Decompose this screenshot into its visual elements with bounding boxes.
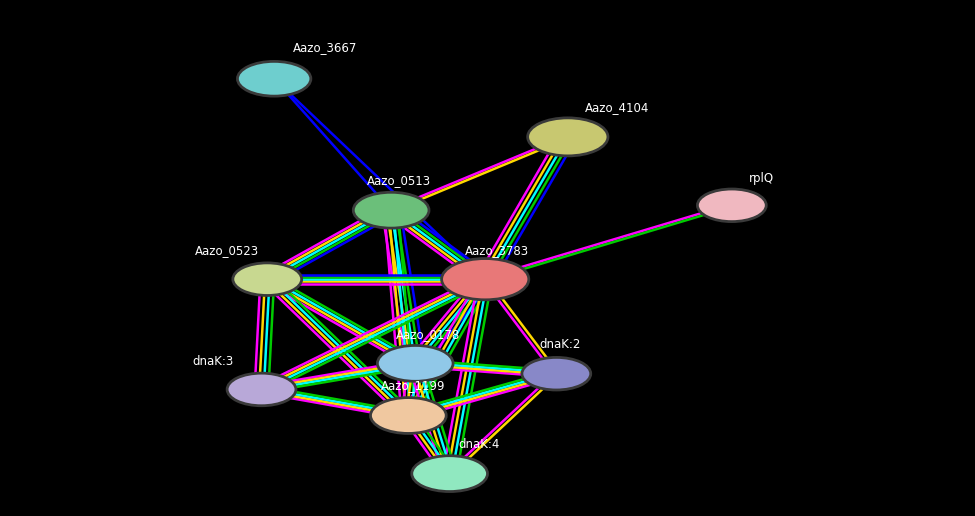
Text: Aazo_0178: Aazo_0178 bbox=[396, 328, 460, 341]
Circle shape bbox=[238, 61, 311, 96]
Circle shape bbox=[227, 373, 296, 406]
Circle shape bbox=[522, 358, 591, 390]
Text: Aazo_0523: Aazo_0523 bbox=[195, 244, 259, 257]
Text: Aazo_3667: Aazo_3667 bbox=[292, 41, 357, 54]
Circle shape bbox=[353, 192, 429, 228]
Circle shape bbox=[370, 398, 447, 433]
Text: Aazo_0513: Aazo_0513 bbox=[367, 174, 431, 187]
Text: dnaK:3: dnaK:3 bbox=[193, 355, 234, 368]
Text: Aazo_4104: Aazo_4104 bbox=[585, 101, 649, 114]
Circle shape bbox=[697, 189, 766, 221]
Text: dnaK:4: dnaK:4 bbox=[459, 438, 500, 451]
Circle shape bbox=[411, 456, 488, 492]
Text: Aazo_1199: Aazo_1199 bbox=[381, 379, 446, 392]
Circle shape bbox=[377, 345, 453, 381]
Circle shape bbox=[233, 263, 301, 296]
Circle shape bbox=[527, 118, 608, 156]
Text: Aazo_3783: Aazo_3783 bbox=[464, 244, 528, 257]
Circle shape bbox=[442, 259, 528, 300]
Text: dnaK:2: dnaK:2 bbox=[539, 338, 580, 351]
Text: rplQ: rplQ bbox=[749, 172, 774, 185]
